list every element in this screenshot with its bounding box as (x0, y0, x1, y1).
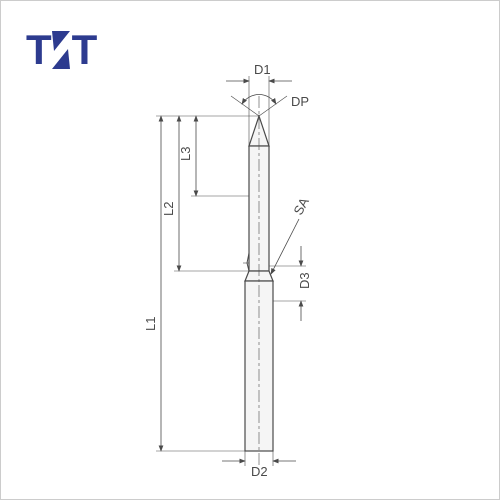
label-L3: L3 (178, 147, 193, 161)
dim-DP: DP (231, 94, 309, 116)
label-L2: L2 (161, 202, 176, 216)
dim-L2: L2 (161, 116, 179, 271)
diagram-container: T T (0, 0, 500, 500)
dim-L1: L1 (143, 116, 161, 451)
label-SA: SA (290, 195, 312, 218)
label-D1: D1 (254, 62, 271, 77)
dim-SA: SA (271, 195, 312, 274)
technical-drawing: D1 DP L3 L2 L1 (1, 1, 500, 501)
dim-L3: L3 (178, 116, 196, 196)
label-D3: D3 (297, 272, 312, 289)
label-DP: DP (291, 94, 309, 109)
label-L1: L1 (143, 317, 158, 331)
dim-D3: D3 (269, 246, 312, 321)
label-D2: D2 (251, 464, 268, 479)
